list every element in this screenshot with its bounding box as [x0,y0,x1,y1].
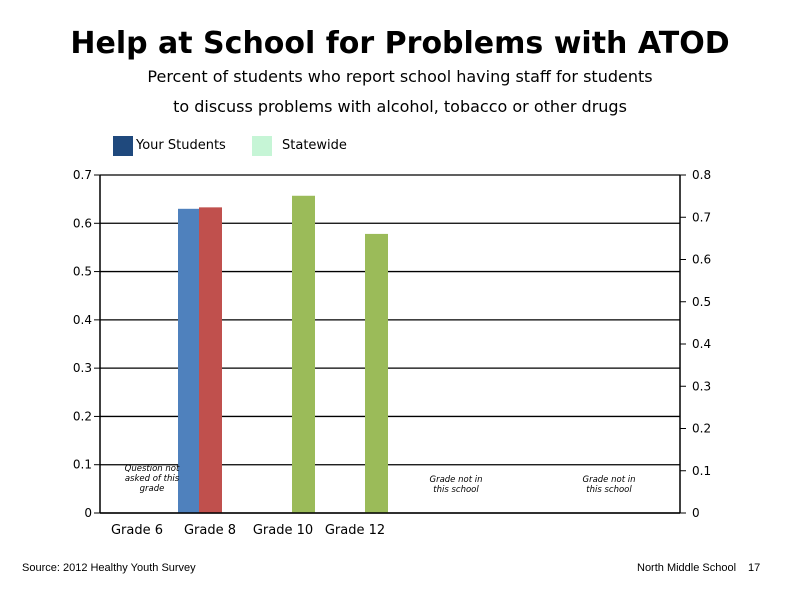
annotation-text: this school [433,485,479,495]
y-right-tick-label: 0 [692,506,700,520]
chart-subtitle-line-2: to discuss problems with alcohol, tobacc… [173,97,627,116]
chart-title: Help at School for Problems with ATOD [70,26,730,61]
annotation-text: grade [140,484,165,494]
y-left-tick-label: 0.2 [73,409,92,423]
y-left-tick-label: 0.3 [73,361,92,375]
bar-statewide-grade-12 [365,233,388,513]
source-note: Source: 2012 Healthy Youth Survey [22,562,196,574]
annotation-text: Grade not in [583,475,636,485]
y-left-tick-label: 0.7 [73,168,92,182]
y-right-tick-label: 0.8 [692,168,711,182]
legend-label-your-students: Your Students [136,138,226,153]
y-right-tick-label: 0.2 [692,422,711,436]
y-right-tick-label: 0.6 [692,253,711,267]
school-name: North Middle School [637,562,737,574]
y-right-tick-label: 0.4 [692,337,711,351]
page-number: 17 [748,562,761,574]
annotation-text: asked of this [125,474,180,484]
annotation-text: this school [586,485,632,495]
x-tick-label: Grade 6 [111,523,163,538]
y-left-tick-label: 0.5 [73,265,92,279]
y-left-tick-label: 0 [84,506,92,520]
y-right-tick-label: 0.7 [692,210,711,224]
y-left-tick-label: 0.4 [73,313,92,327]
annotation-text: Grade not in [430,475,483,485]
x-tick-label: Grade 12 [325,523,385,538]
bar-statewide-grade-10 [292,195,315,513]
legend-swatch-statewide [252,136,272,156]
y-right-tick-label: 0.3 [692,379,711,393]
bar-statewide-grade-8 [199,207,222,513]
y-right-tick-label: 0.1 [692,464,711,478]
x-tick-label: Grade 8 [184,523,236,538]
bar-your-students-grade-8 [178,208,201,514]
annotation-text: Question not [125,464,180,474]
legend-swatch-your-students [113,136,133,156]
y-left-tick-label: 0.1 [73,458,92,472]
legend-label-statewide: Statewide [282,138,347,153]
chart-subtitle-line-1: Percent of students who report school ha… [147,67,653,86]
y-right-tick-label: 0.5 [692,295,711,309]
x-tick-label: Grade 10 [253,523,313,538]
y-left-tick-label: 0.6 [73,216,92,230]
